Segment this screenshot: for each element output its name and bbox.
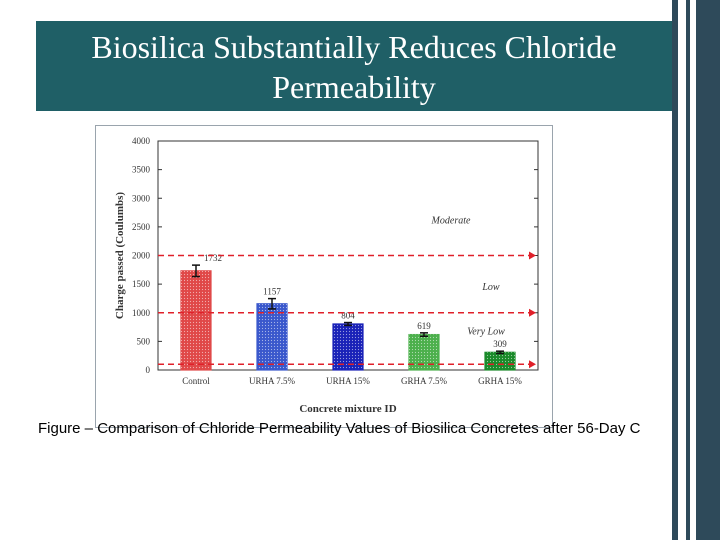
bar-texture — [257, 303, 287, 370]
slide-title-line-2: Permeability — [272, 69, 436, 105]
chart-frame: 0 500 1000 1500 2000 2500 3000 3500 4000 Charge p… — [95, 125, 553, 428]
figure-caption: Figure – Comparison of Chloride Permeabi… — [38, 420, 641, 437]
data-label: 619 — [417, 321, 431, 331]
y-tick-label: 500 — [137, 336, 151, 346]
category-label: URHA 15% — [326, 376, 370, 386]
threshold-arrow — [529, 251, 536, 260]
category-label: GRHA 15% — [478, 376, 522, 386]
y-tick-label: 1000 — [132, 308, 151, 318]
data-label: 309 — [493, 339, 507, 349]
y-axis-label: Charge passed (Coulumbs) — [114, 192, 126, 319]
slide-title-line-1: Biosilica Substantially Reduces Chloride — [91, 29, 617, 65]
y-tick-label: 2500 — [132, 222, 151, 232]
slide-title: Biosilica Substantially Reduces Chloride… — [36, 21, 672, 111]
y-tick-label: 3500 — [132, 165, 151, 175]
y-tick-label: 3000 — [132, 193, 151, 203]
threshold-arrow — [529, 360, 536, 369]
category-label: URHA 7.5% — [249, 376, 296, 386]
bar-texture — [485, 352, 515, 370]
threshold-label: Very Low — [467, 326, 505, 337]
decorative-side-bars — [672, 0, 720, 540]
y-tick-label: 1500 — [132, 279, 151, 289]
category-label: GRHA 7.5% — [401, 376, 448, 386]
threshold-label: Low — [481, 282, 500, 293]
data-label: 804 — [341, 311, 355, 321]
chloride-permeability-chart: 0 500 1000 1500 2000 2500 3000 3500 4000 Charge p… — [114, 136, 539, 415]
x-axis-label: Concrete mixture ID — [299, 403, 396, 415]
y-tick-label: 2000 — [132, 251, 151, 261]
bar-texture — [333, 323, 363, 370]
data-label: 1732 — [204, 253, 222, 263]
y-tick-label: 4000 — [132, 136, 151, 146]
threshold-label: Moderate — [431, 216, 471, 227]
category-label: Control — [182, 376, 210, 386]
bar-texture — [181, 270, 211, 370]
y-tick-label: 0 — [146, 365, 151, 375]
threshold-arrow — [529, 308, 536, 317]
data-label: 1157 — [263, 287, 281, 297]
